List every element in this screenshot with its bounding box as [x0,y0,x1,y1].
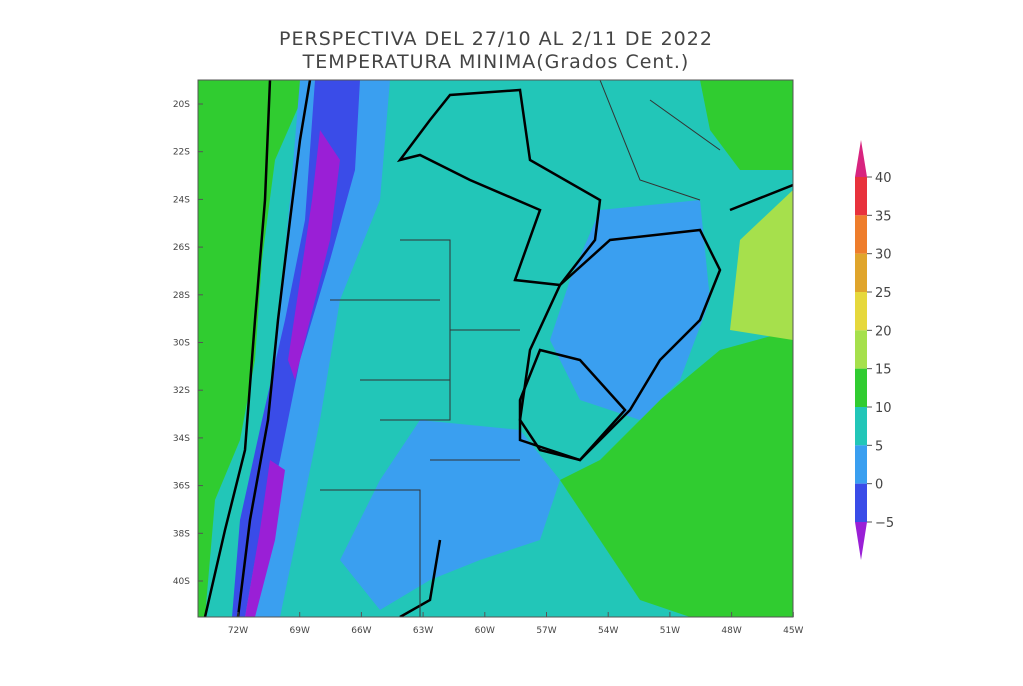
title-line: PERSPECTIVA DEL 27/10 AL 2/11 DE 2022 [279,28,713,50]
colorbar-label: 15 [875,363,892,378]
lon-label: 60W [475,626,495,636]
colorbar-segment [855,407,867,446]
lat-label: 34S [173,434,190,444]
lat-label: 22S [173,148,190,158]
colorbar-segment [855,177,867,216]
lat-label: 32S [173,386,190,396]
lon-label: 66W [351,626,371,636]
colorbar-label: 35 [875,209,892,224]
colorbar-label: 40 [875,171,892,186]
colorbar-segment [855,253,867,292]
lon-label: 63W [413,626,433,636]
map-frame [197,79,794,618]
colorbar-segment [855,445,867,484]
lat-label: 20S [173,100,190,110]
lon-label: 51W [660,626,680,636]
lat-labels: 20S 22S 24S 26S 28S 30S 32S 34S 36S 38S 40S [173,100,203,587]
colorbar-label: 25 [875,286,892,301]
colorbar-segment [855,368,867,407]
colorbar-label: 10 [875,401,892,416]
colorbar-segment [855,330,867,369]
lat-label: 24S [173,195,190,205]
colorbar-arrow [855,140,867,177]
lon-label: 72W [228,626,248,636]
colorbar-segment [855,292,867,331]
lon-label: 54W [598,626,618,636]
lat-label: 38S [173,529,190,539]
colorbar-label: 0 [875,478,883,493]
lat-label: 40S [173,577,190,587]
lon-labels: 72W 69W 66W 63W 60W 57W 54W 51W 48W 45W [228,612,804,636]
lat-label: 28S [173,291,190,301]
lon-label: 69W [290,626,310,636]
colorbar-arrow [855,522,867,560]
lon-label: 57W [536,626,556,636]
lat-label: 26S [173,243,190,253]
colorbar: 40 35 30 25 20 15 10 5 0 −5 [855,140,894,560]
lon-label: 45W [783,626,803,636]
map [197,79,794,618]
colorbar-segment [855,483,867,522]
colorbar-label: −5 [875,516,894,531]
colorbar-label: 20 [875,324,892,339]
lat-label: 30S [173,339,190,349]
colorbar-segment [855,215,867,254]
title-line: TEMPERATURA MINIMA(Grados Cent.) [302,51,690,73]
colorbar-label: 5 [875,439,883,454]
lon-label: 48W [721,626,741,636]
colorbar-label: 30 [875,248,892,263]
lat-label: 36S [173,482,190,492]
